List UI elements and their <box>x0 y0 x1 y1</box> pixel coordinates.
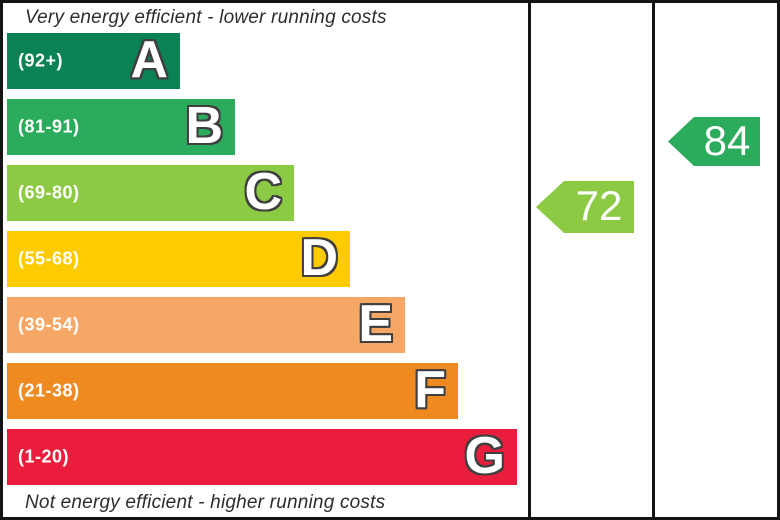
band-letter: B <box>185 96 223 155</box>
band-letter: C <box>244 162 282 221</box>
band-range-label: (55-68) <box>18 248 80 269</box>
band-row-d: (55-68) D <box>7 231 528 287</box>
rating-scale-area: Very energy efficient - lower running co… <box>3 3 528 517</box>
band-bar: (69-80) C <box>7 165 294 221</box>
band-letter: E <box>358 294 393 353</box>
band-letter: A <box>130 30 168 89</box>
potential-rating-arrow: 84 <box>668 117 760 166</box>
top-caption: Very energy efficient - lower running co… <box>25 7 387 28</box>
band-row-c: (69-80) C <box>7 165 528 221</box>
bottom-caption: Not energy efficient - higher running co… <box>25 492 386 513</box>
band-letter: F <box>414 360 446 419</box>
band-range-label: (69-80) <box>18 182 80 203</box>
band-bar: (39-54) E <box>7 297 405 353</box>
band-bar: (21-38) F <box>7 363 458 419</box>
band-range-label: (92+) <box>18 50 64 71</box>
potential-rating-value: 84 <box>703 116 751 164</box>
band-row-a: (92+) A <box>7 33 528 89</box>
current-rating-arrow: 72 <box>536 181 634 233</box>
potential-rating-column: 84 <box>652 3 777 517</box>
band-range-label: (1-20) <box>18 446 70 467</box>
current-rating-value: 72 <box>575 182 623 230</box>
band-range-label: (21-38) <box>18 380 80 401</box>
band-range-label: (81-91) <box>18 116 80 137</box>
band-row-b: (81-91) B <box>7 99 528 155</box>
band-row-g: (1-20) G <box>7 429 528 485</box>
current-rating-column: 72 <box>528 3 652 517</box>
band-bar: (92+) A <box>7 33 180 89</box>
band-row-e: (39-54) E <box>7 297 528 353</box>
band-row-f: (21-38) F <box>7 363 528 419</box>
band-bar: (55-68) D <box>7 231 350 287</box>
band-letter: D <box>300 228 338 287</box>
band-range-label: (39-54) <box>18 314 80 335</box>
band-bar: (1-20) G <box>7 429 517 485</box>
rating-bands: (92+) A (81-91) B (69-80) C (55-68) D (39-54) E (2… <box>7 33 528 495</box>
band-letter: G <box>464 426 505 485</box>
band-bar: (81-91) B <box>7 99 235 155</box>
